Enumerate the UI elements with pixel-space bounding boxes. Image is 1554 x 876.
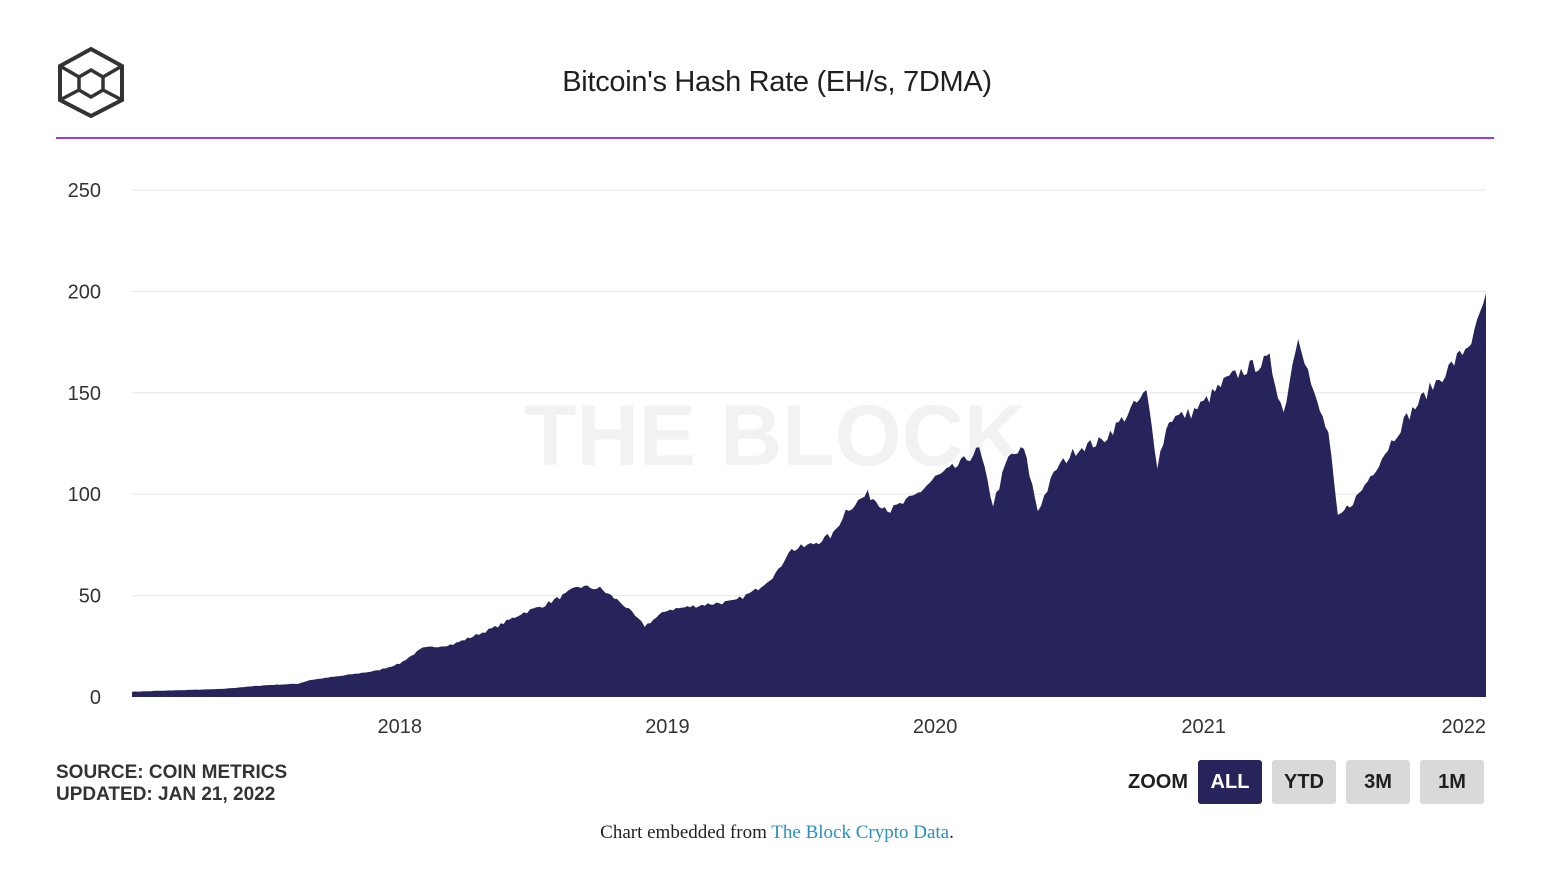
y-tick-label: 50: [79, 586, 101, 608]
x-tick-label: 2020: [913, 716, 958, 738]
updated-line: UPDATED: JAN 21, 2022: [56, 784, 276, 805]
x-tick-label: 2021: [1181, 716, 1226, 738]
x-tick-label: 2018: [377, 716, 422, 738]
x-tick-label: 2022: [1442, 716, 1487, 738]
y-tick-label: 200: [68, 281, 101, 303]
footer-prefix: Chart embedded from: [600, 822, 772, 843]
y-tick-label: 250: [68, 180, 101, 202]
the-block-data-link[interactable]: The Block Crypto Data: [771, 822, 950, 843]
hash-rate-area[interactable]: [132, 293, 1486, 697]
zoom-label: ZOOM: [1128, 770, 1188, 793]
zoom-all-button[interactable]: ALL: [1198, 760, 1262, 804]
x-tick-label: 2019: [645, 716, 690, 738]
the-block-cube-icon: [58, 46, 124, 118]
hash-rate-chart[interactable]: THE BLOCK 0 50 100 150 200 250 2018 2019 2020 20…: [0, 150, 1554, 750]
source-line: SOURCE: COIN METRICS: [56, 762, 288, 783]
y-tick-label: 100: [68, 484, 101, 506]
watermark: THE BLOCK: [524, 388, 1026, 484]
source-note: SOURCE: COIN METRICS UPDATED: JAN 21, 20…: [56, 762, 287, 806]
title-divider: [56, 137, 1494, 139]
zoom-1m-button[interactable]: 1M: [1420, 760, 1484, 804]
y-tick-label: 150: [68, 383, 101, 405]
zoom-3m-button[interactable]: 3M: [1346, 760, 1410, 804]
zoom-controls: ZOOM ALL YTD 3M 1M: [1128, 760, 1484, 804]
zoom-ytd-button[interactable]: YTD: [1272, 760, 1336, 804]
chart-title: Bitcoin's Hash Rate (EH/s, 7DMA): [562, 66, 992, 98]
embed-footer: Chart embedded from The Block Crypto Dat…: [0, 822, 1554, 844]
footer-suffix: .: [949, 822, 954, 843]
y-tick-label: 0: [90, 687, 101, 709]
